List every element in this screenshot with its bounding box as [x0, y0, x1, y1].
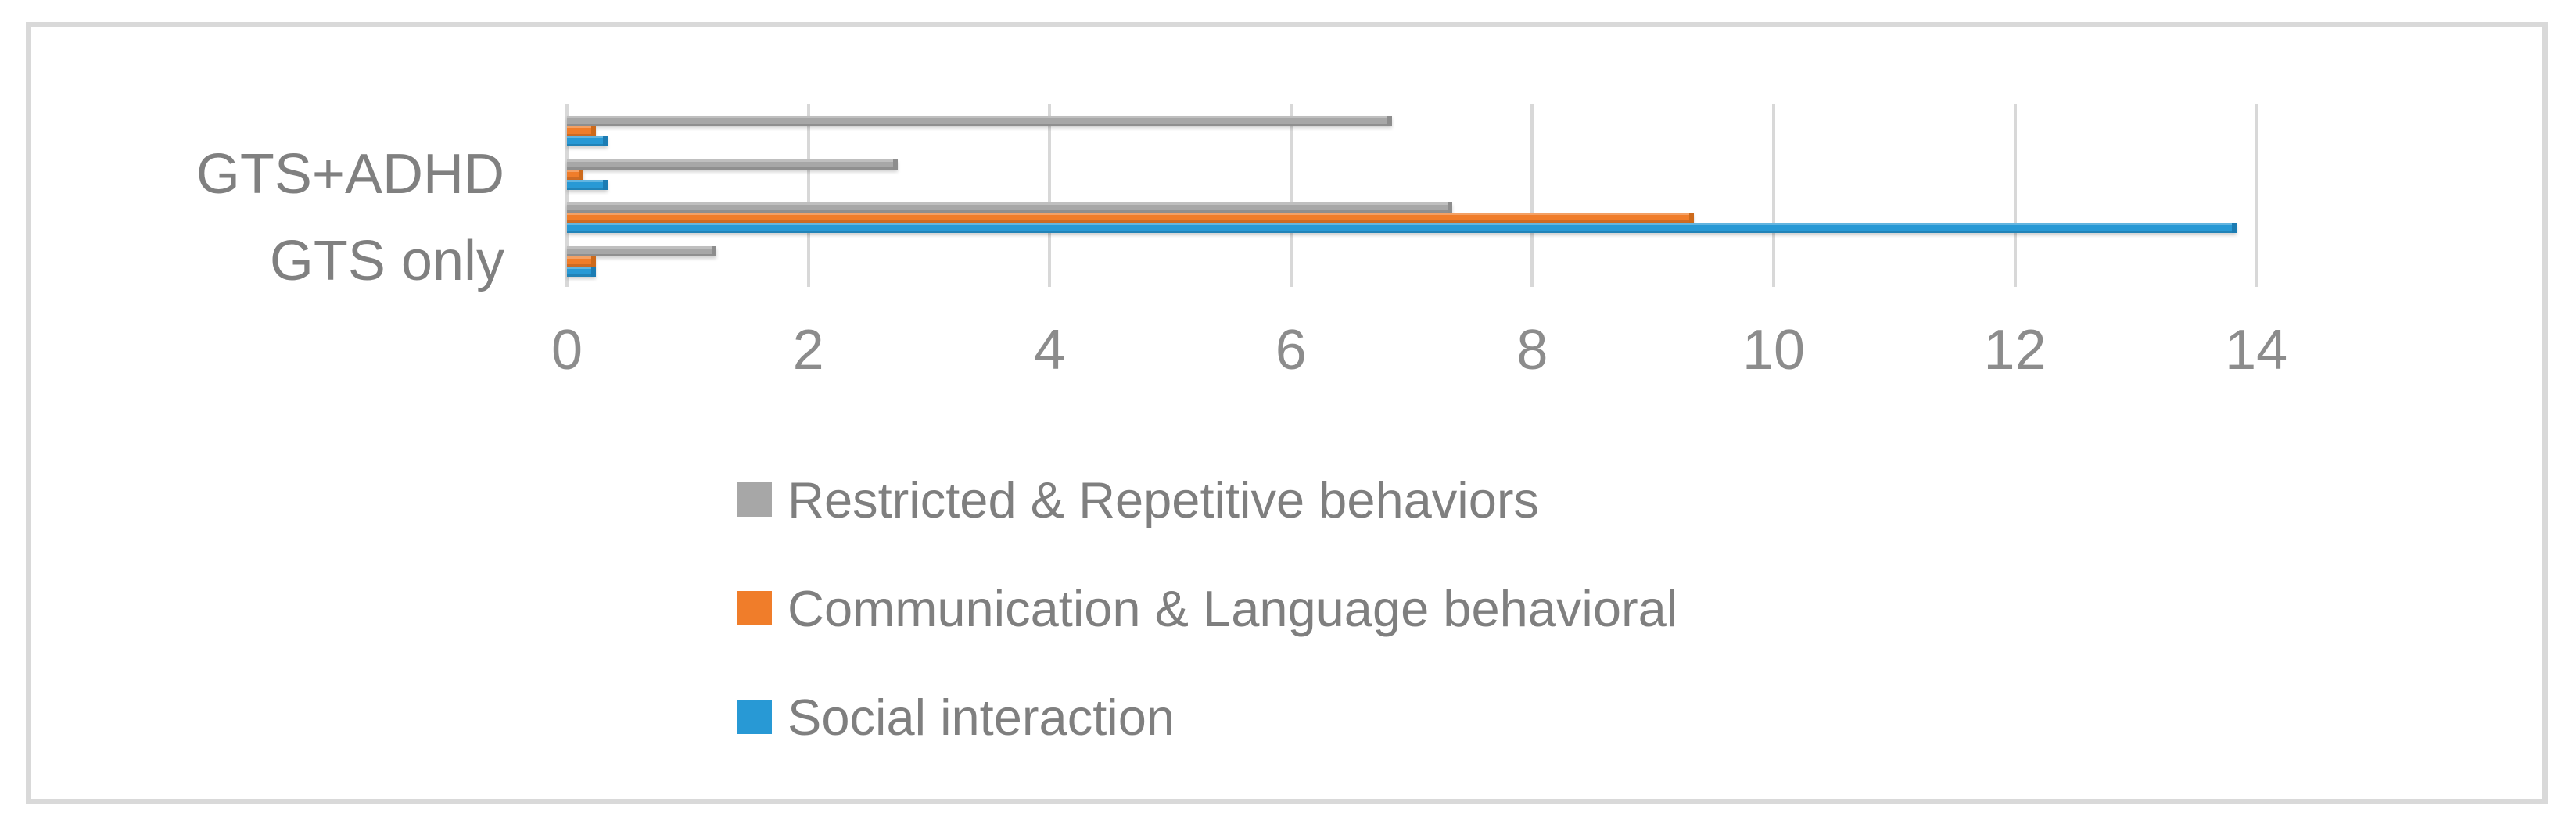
bar-communication-language-behavioral — [567, 126, 596, 136]
gridline — [1772, 104, 1775, 287]
bar-restricted-repetitive-behaviors — [567, 159, 898, 170]
gridline — [2255, 104, 2258, 287]
gridline — [806, 104, 810, 287]
bar-communication-language-behavioral — [567, 169, 584, 180]
legend: Restricted & Repetitive behaviors Communi… — [31, 27, 2542, 799]
x-axis-tick-label: 0 — [551, 319, 583, 381]
gridline — [1048, 104, 1052, 287]
legend-label: Communication & Language behavioral — [788, 579, 1678, 637]
bar-communication-language-behavioral — [567, 256, 596, 267]
x-axis-tick-label: 4 — [1034, 319, 1066, 381]
bar-social-interaction — [567, 266, 596, 277]
gridlines-layer — [31, 27, 2542, 799]
legend-item: Communication & Language behavioral — [737, 577, 1677, 639]
legend-label: Social interaction — [788, 688, 1175, 746]
gridline — [1530, 104, 1534, 287]
category-label-gts-adhd: GTS+ADHD — [196, 143, 504, 206]
legend-swatch-icon — [737, 591, 772, 625]
bars-layer — [31, 27, 2542, 799]
bar-social-interaction — [567, 179, 608, 190]
bar-restricted-repetitive-behaviors — [567, 116, 1393, 126]
x-axis-tick-label: 10 — [1742, 319, 1806, 381]
bar-social-interaction — [567, 223, 2237, 233]
category-label-gts-only: GTS only — [269, 230, 504, 292]
figure-border: GTS+ADHD GTS only 0 2 4 6 8 10 12 14 Restricted … — [26, 22, 2548, 804]
gridline — [565, 104, 569, 287]
legend-swatch-icon — [737, 482, 772, 517]
x-axis-tick-label: 14 — [2225, 319, 2288, 381]
legend-item: Social interaction — [737, 686, 1175, 748]
bar-restricted-repetitive-behaviors — [567, 245, 717, 256]
legend-label: Restricted & Repetitive behaviors — [788, 471, 1540, 528]
category-axis: GTS+ADHD GTS only — [31, 27, 2542, 799]
x-axis: 0 2 4 6 8 10 12 14 — [31, 27, 2542, 799]
bar-communication-language-behavioral — [567, 213, 1694, 223]
bar-social-interaction — [567, 136, 608, 146]
legend-swatch-icon — [737, 700, 772, 734]
bar-restricted-repetitive-behaviors — [567, 202, 1453, 213]
gridline — [2013, 104, 2017, 287]
legend-item: Restricted & Repetitive behaviors — [737, 468, 1539, 531]
x-axis-tick-label: 8 — [1516, 319, 1548, 381]
x-axis-tick-label: 6 — [1275, 319, 1307, 381]
x-axis-tick-label: 12 — [1983, 319, 2047, 381]
gridline — [1289, 104, 1293, 287]
x-axis-tick-label: 2 — [792, 319, 824, 381]
